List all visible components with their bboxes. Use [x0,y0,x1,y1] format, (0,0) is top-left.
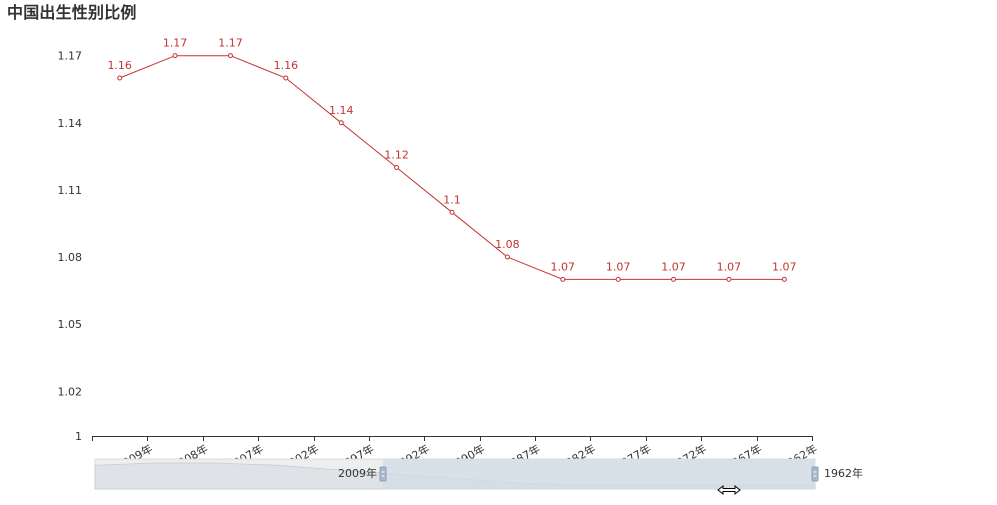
datazoom-start-label: 2009年 [338,466,377,480]
data-label: 1.07 [606,260,631,273]
datazoom-window[interactable] [383,459,815,489]
data-label: 1.16 [274,59,299,72]
data-label: 1.07 [772,260,797,273]
data-label: 1.07 [661,260,686,273]
y-tick-label: 1.02 [58,385,83,398]
data-point[interactable] [394,165,400,171]
y-tick-label: 1.05 [58,318,83,331]
data-point[interactable] [560,276,566,282]
data-label: 1.17 [163,37,188,50]
data-label: 1.1 [443,193,461,206]
resize-cursor-icon [717,484,741,496]
data-point[interactable] [615,276,621,282]
data-point[interactable] [781,276,787,282]
data-label: 1.17 [218,37,243,50]
data-point[interactable] [504,254,510,260]
data-point[interactable] [117,75,123,81]
data-point[interactable] [671,276,677,282]
chart-title: 中国出生性别比例 [7,3,137,22]
data-label: 1.07 [551,260,576,273]
data-point[interactable] [338,120,344,126]
datazoom-start-handle[interactable] [379,466,387,482]
data-point[interactable] [449,209,455,215]
data-label: 1.12 [384,149,409,162]
y-tick-label: 1.14 [58,117,83,130]
data-label: 1.14 [329,104,354,117]
data-label: 1.16 [107,59,132,72]
y-tick-label: 1.11 [58,184,83,197]
series-line [119,55,785,280]
data-label: 1.08 [495,238,520,251]
y-tick-label: 1.08 [58,251,83,264]
data-point[interactable] [726,276,732,282]
datazoom-end-handle[interactable] [811,466,819,482]
y-tick-label: 1 [75,430,82,443]
y-tick-label: 1.17 [58,50,83,63]
datazoom-end-label: 1962年 [824,466,863,480]
data-point[interactable] [172,53,178,59]
data-point[interactable] [227,53,233,59]
data-point[interactable] [283,75,289,81]
data-label: 1.07 [717,260,742,273]
